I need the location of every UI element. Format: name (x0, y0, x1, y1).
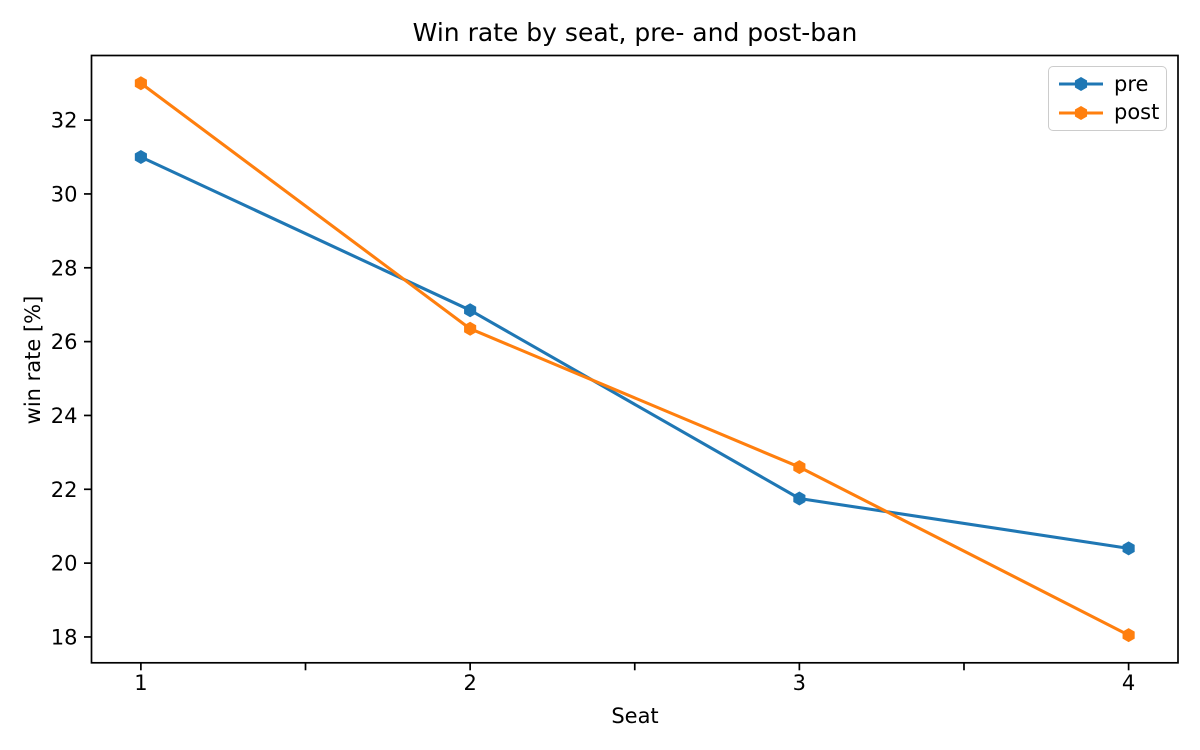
x-tick-label: 2 (463, 671, 476, 695)
y-tick-label: 18 (51, 625, 78, 649)
data-point-pre (793, 491, 806, 506)
data-point-pre (464, 303, 477, 318)
x-tick-label: 4 (1122, 671, 1135, 695)
y-tick-label: 32 (51, 109, 78, 133)
y-tick-label: 26 (51, 330, 78, 354)
legend-label-pre: pre (1114, 71, 1149, 96)
data-point-post (464, 321, 477, 336)
x-axis-label: Seat (611, 704, 659, 728)
data-point-post (793, 460, 806, 475)
legend: pre post (1048, 66, 1167, 131)
data-point-pre (1122, 541, 1135, 556)
y-tick-label: 22 (51, 478, 78, 502)
x-tick-label: 1 (134, 671, 147, 695)
data-point-pre (134, 150, 147, 165)
y-tick-label: 24 (51, 404, 78, 428)
legend-row-pre: pre (1057, 73, 1166, 95)
y-tick-label: 30 (51, 182, 78, 206)
y-tick-label: 28 (51, 256, 78, 280)
series-line-post (139, 81, 1131, 637)
y-tick-label: 20 (51, 552, 78, 576)
series-line-pre (139, 155, 1131, 550)
x-tick-label: 3 (793, 671, 806, 695)
data-point-post (1122, 628, 1135, 643)
legend-label-post: post (1114, 100, 1160, 125)
legend-line-marker-post-icon (1059, 105, 1103, 120)
y-axis-label: win rate [%] (21, 295, 45, 425)
legend-row-post: post (1057, 102, 1166, 124)
data-point-post (134, 76, 147, 91)
chart-title: Win rate by seat, pre- and post-ban (412, 18, 858, 47)
plot-border (90, 54, 1179, 664)
legend-line-marker-pre-icon (1059, 77, 1103, 92)
